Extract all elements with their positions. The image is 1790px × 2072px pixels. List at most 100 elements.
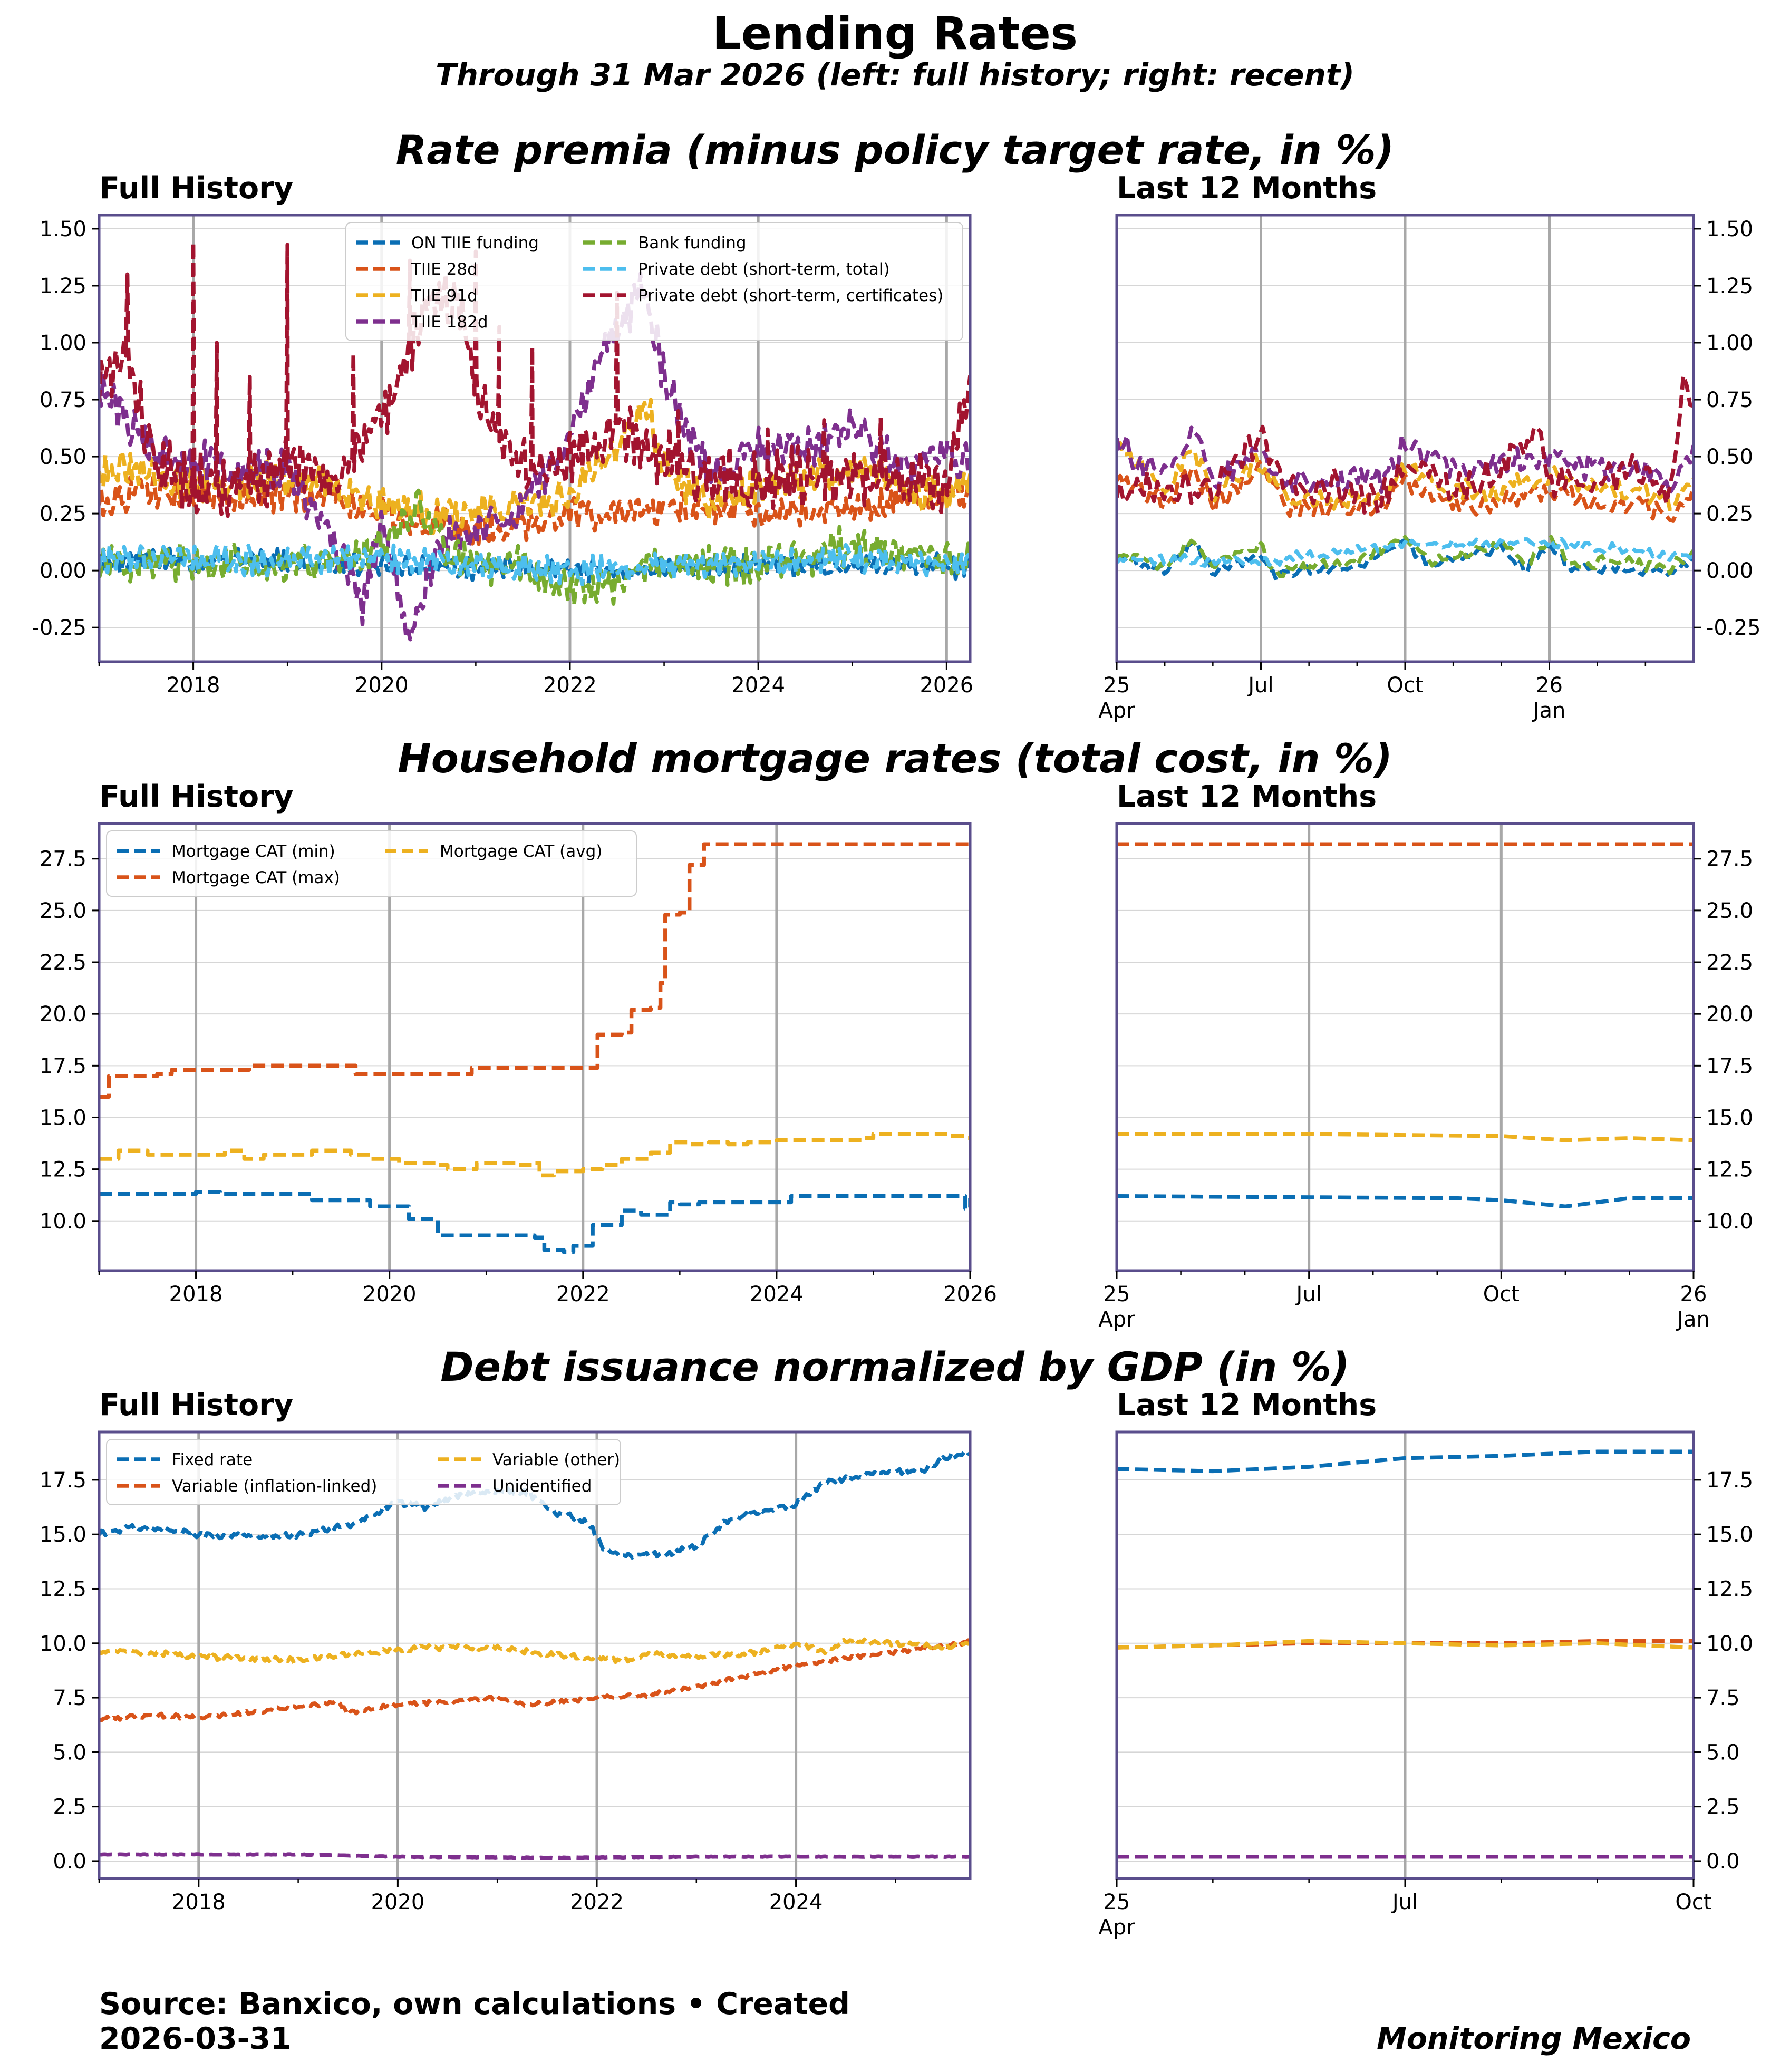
y-tick-label: 0.00 [1706, 559, 1753, 583]
x-tick-label: 2018 [172, 1890, 226, 1914]
x-tick-label: 2026 [943, 1282, 997, 1306]
series-group [1117, 1449, 1694, 1859]
x-tick-label: 2020 [371, 1890, 425, 1914]
legend-label: Fixed rate [172, 1450, 253, 1469]
y-tick-label: 2.5 [1706, 1795, 1740, 1819]
y-tick-label: 17.5 [1706, 1468, 1753, 1493]
x-tick-label: 25 [1104, 1890, 1130, 1914]
series-line-private-debt-short-term-certificates- [99, 240, 970, 518]
legend-box [106, 830, 637, 897]
y-tick-label: 12.5 [40, 1158, 86, 1182]
y-tick-label: 0.25 [1706, 502, 1753, 526]
y-tick-label: 15.0 [40, 1523, 86, 1547]
legend-label: Private debt (short-term, certificates) [638, 286, 943, 305]
plot-frame [98, 214, 972, 663]
y-tick-label: 15.0 [1706, 1106, 1753, 1130]
legend-label: Variable (other) [492, 1450, 620, 1469]
legend-label: Unidentified [492, 1477, 592, 1496]
y-tick-label: 22.5 [40, 951, 86, 975]
series-line-mortgage-cat-min- [1117, 1194, 1694, 1209]
y-tick-label: 0.50 [1706, 445, 1753, 469]
x-tick-label: Oct [1387, 673, 1423, 698]
y-tick-label: 12.5 [40, 1577, 86, 1601]
series-group [1117, 373, 1694, 583]
chart-panel-1-full: 10.0 12.5 15.0 17.5 20.0 22.5 25.0 27.5 2018 2020… [40, 822, 997, 1306]
series-line-unidentified [99, 1852, 970, 1860]
plot-frame [98, 1430, 972, 1880]
x-tick-label: Apr [1098, 1915, 1135, 1940]
legend-label: TIIE 28d [411, 260, 478, 279]
series-line-variable-inflation-linked- [99, 1638, 970, 1722]
y-tick-label: 1.00 [1706, 331, 1753, 355]
x-tick-label: 2018 [167, 673, 220, 698]
x-tick-label: 25 [1104, 673, 1130, 698]
series-line-bank-funding [1117, 535, 1694, 578]
x-tick-label: 2018 [169, 1282, 223, 1306]
y-tick-label: 7.5 [53, 1686, 86, 1710]
legend: ON TIIE funding TIIE 28d TIIE 91d TIIE 182d… [345, 222, 963, 341]
y-tick-label: 1.00 [40, 331, 86, 355]
y-tick-label: -0.25 [32, 616, 87, 640]
series-line-tiie-91d [1117, 441, 1694, 512]
series-line-fixed-rate [1117, 1449, 1694, 1474]
y-tick-label: 1.50 [40, 217, 86, 241]
series-line-tiie-28d [1117, 459, 1694, 523]
y-tick-label: 22.5 [1706, 951, 1753, 975]
x-tick-label: Oct [1483, 1282, 1520, 1306]
y-tick-label: -0.25 [1706, 616, 1761, 640]
panel-title-full-history: Full History [99, 779, 294, 814]
y-tick-label: 0.50 [40, 445, 86, 469]
legend-label: Mortgage CAT (avg) [440, 842, 602, 861]
y-tick-label: 10.0 [1706, 1209, 1753, 1234]
x-tick-label: Apr [1098, 699, 1135, 723]
panel-title-last-12-months: Last 12 Months [1117, 779, 1377, 814]
series-line-variable-other- [1117, 1639, 1694, 1650]
footer-source-line2: 2026-03-31 [99, 2021, 292, 2056]
x-tick-label: 2024 [750, 1282, 804, 1306]
y-tick-label: 1.25 [40, 274, 86, 298]
y-tick-label: 27.5 [1706, 847, 1753, 872]
x-tick-label: Jul [1246, 673, 1273, 698]
x-tick-label: Apr [1098, 1308, 1135, 1332]
section-title-rate-premia: Rate premia (minus policy target rate, i… [395, 127, 1395, 173]
legend-label: Private debt (short-term, total) [638, 260, 890, 279]
legend-label: Mortgage CAT (min) [172, 842, 335, 861]
legend: Mortgage CAT (min) Mortgage CAT (max) Mort… [106, 830, 637, 897]
x-tick-label: Oct [1675, 1890, 1711, 1914]
series-line-mortgage-cat-avg- [1117, 1132, 1694, 1142]
x-tick-label: 2022 [570, 1890, 624, 1914]
series-group [99, 240, 970, 642]
x-tick-label: 2022 [543, 673, 597, 698]
series-line-tiie-28d [99, 472, 970, 546]
x-tick-label: 26 [1680, 1282, 1707, 1306]
series-group [99, 842, 970, 1254]
series-line-private-debt-short-term-total- [1117, 536, 1694, 568]
y-tick-label: 20.0 [1706, 1002, 1753, 1027]
y-tick-label: 20.0 [40, 1002, 86, 1027]
legend-label: TIIE 182d [411, 313, 488, 332]
main-title: Lending Rates [712, 7, 1078, 60]
series-line-mortgage-cat-max- [99, 842, 970, 1099]
x-tick-label: Jul [1295, 1282, 1322, 1306]
y-tick-label: 0.25 [40, 502, 86, 526]
panel-title-full-history: Full History [99, 1388, 294, 1422]
y-tick-label: 0.00 [40, 559, 86, 583]
series-line-private-debt-short-term-certificates- [1117, 373, 1694, 515]
section-title-debt-issuance: Debt issuance normalized by GDP (in %) [440, 1343, 1350, 1390]
x-tick-label: Jan [1676, 1308, 1710, 1332]
legend-label: ON TIIE funding [411, 234, 539, 253]
legend-box [106, 1439, 621, 1505]
y-tick-label: 0.0 [1706, 1850, 1740, 1874]
x-tick-label: 2024 [769, 1890, 823, 1914]
y-tick-label: 0.75 [1706, 388, 1753, 412]
y-tick-label: 12.5 [1706, 1577, 1753, 1601]
series-line-mortgage-cat-min- [99, 1190, 970, 1254]
y-tick-label: 1.50 [1706, 217, 1753, 241]
x-tick-label: 26 [1536, 673, 1563, 698]
y-tick-label: 5.0 [53, 1740, 86, 1765]
y-tick-label: 15.0 [40, 1106, 86, 1130]
